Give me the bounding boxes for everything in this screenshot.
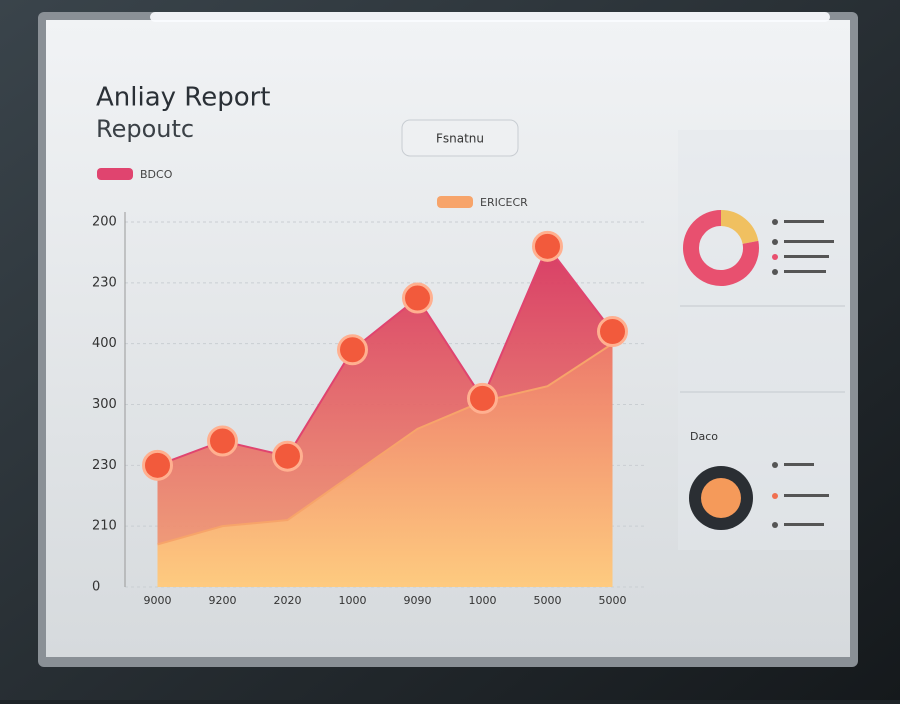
marker	[207, 425, 238, 457]
subtitle: Repoutc	[96, 115, 194, 143]
y-tick-label: 230	[92, 458, 117, 473]
light-bar	[150, 12, 830, 22]
legend-swatch	[97, 168, 133, 180]
x-tick-label: 5000	[599, 594, 627, 607]
button-label[interactable]: Fsnatnu	[436, 132, 484, 146]
pie-slice	[683, 210, 759, 286]
y-tick-label: 0	[92, 580, 100, 595]
line	[157, 342, 614, 546]
legend-label: ERICECR	[480, 196, 528, 209]
y-tick-label: 210	[92, 519, 117, 534]
marker	[337, 334, 368, 366]
marker	[272, 440, 303, 472]
marker	[467, 382, 498, 414]
x-tick-label: 2020	[274, 594, 302, 607]
area	[157, 343, 613, 587]
button[interactable]	[401, 119, 519, 157]
marker	[597, 316, 628, 347]
x-tick-label: 9090	[404, 594, 432, 607]
legend-swatch	[437, 196, 473, 208]
legend-label: BDCO	[140, 168, 173, 181]
ring-decor-center	[701, 478, 741, 518]
side-legend	[772, 219, 834, 528]
x-tick-label: 9200	[209, 594, 237, 607]
marker	[532, 230, 563, 262]
x-tick-label: 1000	[339, 594, 367, 607]
x-tick-label: 9000	[144, 594, 172, 607]
y-tick-label: 200	[92, 215, 117, 230]
pie-slice	[720, 210, 759, 245]
y-tick-label: 230	[92, 275, 117, 290]
x-tick-label: 1000	[469, 594, 497, 607]
x-tick-label: 5000	[534, 594, 562, 607]
y-tick-label: 300	[92, 397, 117, 412]
pie-label: Daco	[690, 430, 718, 443]
title: Anliay Report	[96, 83, 270, 113]
marker	[142, 449, 173, 481]
y-tick-label: 400	[92, 336, 117, 351]
marker	[402, 282, 433, 314]
